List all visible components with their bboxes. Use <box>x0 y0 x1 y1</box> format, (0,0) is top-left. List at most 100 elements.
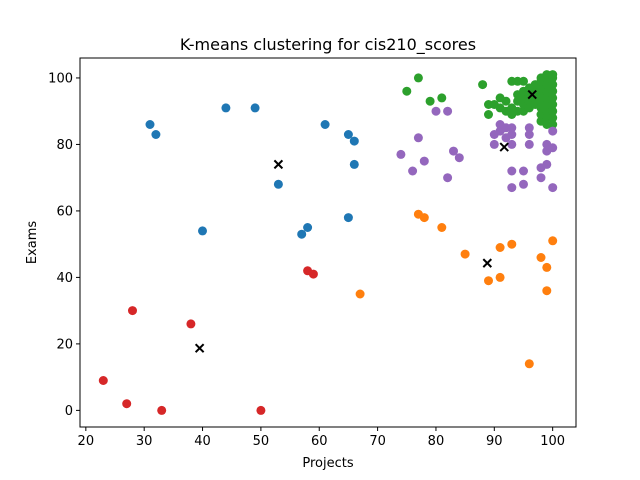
cluster-4-point-27 <box>542 159 552 169</box>
cluster-2-point-51 <box>548 106 558 116</box>
cluster-0-point-3 <box>221 103 231 113</box>
x-tick-label: 70 <box>369 434 386 449</box>
cluster-4-point-31 <box>548 143 558 153</box>
cluster-2-point-49 <box>548 120 558 129</box>
y-axis-ticks: 0 20 40 60 80 100 <box>48 71 80 419</box>
cluster-4-point-22 <box>524 139 534 149</box>
cluster-0-point-11 <box>349 159 359 169</box>
cluster-2-point-2 <box>425 96 435 106</box>
cluster-4-point-17 <box>507 139 517 149</box>
x-tick-label: 40 <box>194 434 211 449</box>
cluster-0-point-5 <box>273 179 283 189</box>
cluster-4-point-25 <box>536 173 546 183</box>
cluster-4-point-23 <box>524 130 534 139</box>
cluster-1-point-0 <box>355 289 365 299</box>
cluster-3-point-4 <box>186 319 196 329</box>
cluster-2-point-11 <box>501 96 511 106</box>
cluster-4-point-7 <box>449 146 458 156</box>
cluster-2-point-54 <box>548 86 558 96</box>
x-tick-label: 90 <box>486 434 503 449</box>
cluster-0-point-4 <box>250 103 260 113</box>
x-tick-label: 60 <box>311 434 328 449</box>
centroid-marker-1 <box>194 343 205 353</box>
cluster-3-point-5 <box>256 405 266 415</box>
cluster-3-point-3 <box>157 405 167 415</box>
centroid-marker-3 <box>527 89 537 100</box>
cluster-2-point-57 <box>548 70 558 80</box>
cluster-3-point-2 <box>128 306 137 316</box>
cluster-2-point-6 <box>484 110 493 119</box>
centroid-marker-2 <box>482 258 493 268</box>
cluster-0-point-0 <box>145 120 155 129</box>
centroid-marker-0 <box>273 159 284 170</box>
cluster-0-point-10 <box>349 136 359 146</box>
cluster-2-point-23 <box>519 76 528 86</box>
cluster-2-point-55 <box>548 80 558 90</box>
cluster-1-point-11 <box>542 262 552 272</box>
y-tick-label: 0 <box>65 404 73 419</box>
cluster-3-point-7 <box>308 269 318 279</box>
cluster-2-point-1 <box>413 73 423 83</box>
cluster-0-point-6 <box>297 229 307 239</box>
cluster-2-point-0 <box>402 86 412 96</box>
cluster-1-point-5 <box>484 276 493 286</box>
y-tick-label: 60 <box>56 204 73 219</box>
cluster-1-point-8 <box>507 239 517 249</box>
cluster-2-point-50 <box>548 113 558 123</box>
cluster-4-point-5 <box>443 106 453 116</box>
x-axis-label: Projects <box>302 456 353 471</box>
cluster-4-point-21 <box>519 179 528 189</box>
data-points <box>98 70 558 415</box>
x-tick-label: 30 <box>136 434 153 449</box>
cluster-2-point-3 <box>437 93 447 103</box>
cluster-4-point-32 <box>548 126 558 136</box>
x-tick-label: 20 <box>78 434 95 449</box>
cluster-0-point-9 <box>343 130 353 139</box>
cluster-1-point-7 <box>495 243 505 252</box>
cluster-4-point-4 <box>431 106 441 116</box>
cluster-4-point-15 <box>507 183 517 193</box>
cluster-4-point-8 <box>454 153 464 163</box>
cluster-4-point-1 <box>408 166 418 176</box>
cluster-0-point-12 <box>343 213 353 223</box>
cluster-0-point-8 <box>320 120 330 129</box>
cluster-2-point-52 <box>548 100 558 109</box>
centroid-marker-4 <box>499 142 509 152</box>
chart-title: K-means clustering for cis210_scores <box>180 35 476 55</box>
cluster-1-point-4 <box>460 249 470 259</box>
plot-frame <box>79 57 577 428</box>
cluster-1-point-2 <box>419 213 429 223</box>
y-tick-label: 80 <box>56 138 73 153</box>
cluster-2-point-4 <box>478 80 488 90</box>
cluster-3-point-0 <box>98 376 108 385</box>
cluster-2-point-53 <box>548 93 558 103</box>
cluster-0-point-1 <box>151 130 161 139</box>
cluster-1-point-13 <box>548 236 558 246</box>
cluster-0-point-2 <box>198 226 207 236</box>
y-axis-label: Exams <box>25 221 40 265</box>
cluster-4-point-20 <box>519 166 528 176</box>
cluster-4-point-3 <box>419 156 429 166</box>
cluster-centroids <box>194 89 537 353</box>
y-tick-label: 40 <box>56 271 73 286</box>
cluster-4-point-19 <box>507 123 517 133</box>
x-tick-label: 50 <box>253 434 270 449</box>
cluster-1-point-3 <box>437 223 447 232</box>
cluster-4-point-24 <box>524 123 534 133</box>
y-tick-label: 20 <box>56 337 73 352</box>
x-tick-label: 80 <box>428 434 445 449</box>
cluster-1-point-6 <box>495 272 505 282</box>
cluster-4-point-18 <box>507 130 517 139</box>
cluster-0-point-7 <box>303 223 313 232</box>
cluster-4-point-9 <box>489 139 499 149</box>
cluster-1-point-10 <box>536 253 546 262</box>
cluster-1-point-9 <box>524 359 534 369</box>
cluster-4-point-6 <box>443 173 453 183</box>
cluster-4-point-30 <box>548 183 558 193</box>
cluster-3-point-1 <box>122 399 132 409</box>
cluster-4-point-2 <box>413 133 423 143</box>
x-tick-label: 100 <box>540 434 565 449</box>
cluster-4-point-16 <box>507 166 517 176</box>
cluster-4-point-0 <box>396 149 406 159</box>
